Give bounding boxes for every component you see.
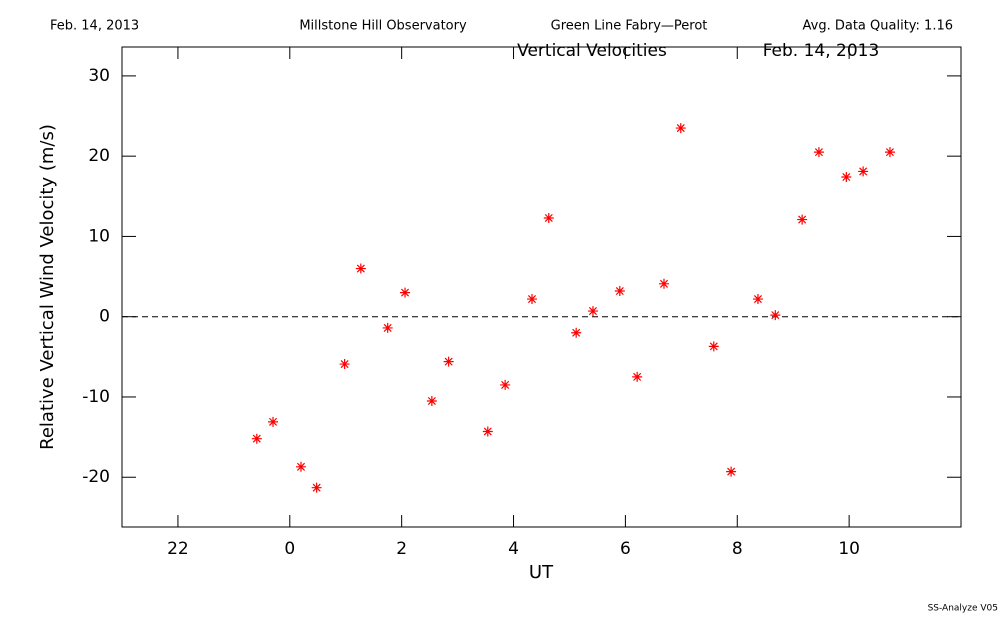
data-point [587,306,598,317]
data-point [543,212,554,223]
data-point [675,123,686,134]
y-tick-label: 30 [88,66,110,86]
data-point [426,395,437,406]
data-point [443,356,454,367]
x-tick-label: 10 [838,539,860,559]
data-point [355,263,366,274]
data-point [813,147,824,158]
data-point [482,426,493,437]
data-point [858,166,869,177]
footer: SS-Analyze V05 [928,604,998,614]
y-tick-label: 20 [88,146,110,166]
data-point [770,310,781,321]
data-point [708,341,719,352]
y-tick-label: -10 [82,387,110,407]
data-point [726,466,737,477]
y-tick-label: -20 [82,467,110,487]
x-tick-label: 22 [167,539,189,559]
data-point [339,359,350,370]
header-observatory: Millstone Hill Observatory [299,19,467,34]
data-point [382,322,393,333]
data-point [752,294,763,305]
y-axis-label: Relative Vertical Wind Velocity (m/s) [37,124,58,450]
data-point [251,433,262,444]
x-tick-label: 8 [732,539,743,559]
data-point [797,214,808,225]
x-tick-label: 2 [396,539,407,559]
y-tick-label: 10 [88,226,110,246]
data-point [295,461,306,472]
data-point [311,482,322,493]
x-axis-label: UT [529,562,554,583]
chart-subtitle: Feb. 14, 2013 [763,41,880,61]
plot-frame [121,46,962,528]
data-point [571,327,582,338]
y-tick-label: 0 [99,307,110,327]
data-point [632,371,643,382]
header-instrument: Green Line Fabry—Perot [551,19,708,34]
header-quality: Avg. Data Quality: 1.16 [803,19,953,34]
data-point [841,172,852,183]
chart-title: Vertical Velocities [517,41,667,61]
data-point [526,294,537,305]
data-point [268,416,279,427]
data-point [500,379,511,390]
header-date: Feb. 14, 2013 [50,19,139,34]
data-point [884,147,895,158]
x-tick-label: 0 [284,539,295,559]
x-tick-label: 6 [620,539,631,559]
data-point [400,287,411,298]
data-point [658,278,669,289]
data-point [614,286,625,297]
x-tick-label: 4 [508,539,519,559]
